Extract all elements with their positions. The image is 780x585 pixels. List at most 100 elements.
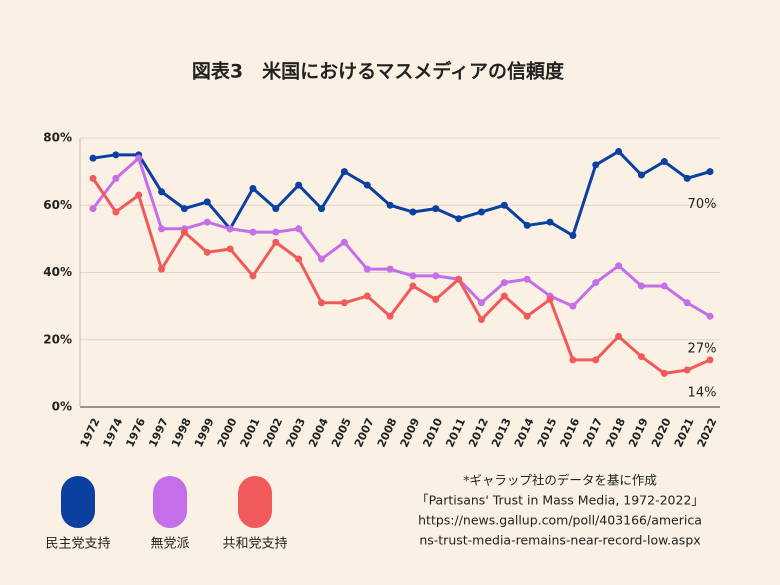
point xyxy=(158,225,166,233)
point xyxy=(683,299,691,307)
point xyxy=(615,262,623,270)
point xyxy=(706,356,714,364)
point xyxy=(477,299,485,307)
point xyxy=(89,174,97,182)
point xyxy=(500,292,508,300)
point xyxy=(500,201,508,209)
point xyxy=(615,147,623,155)
value-label: 14% xyxy=(688,385,717,400)
point xyxy=(158,265,166,273)
point xyxy=(546,218,554,226)
point xyxy=(318,255,326,263)
y-tick-label: 80% xyxy=(43,131,72,145)
point xyxy=(660,282,668,290)
point xyxy=(386,201,394,209)
value-label: 27% xyxy=(688,342,717,357)
point xyxy=(272,228,280,236)
value-label: 70% xyxy=(688,197,717,212)
point xyxy=(89,154,97,162)
point xyxy=(637,353,645,361)
note: ns-trust-media-remains-near-record-low.a… xyxy=(419,533,700,548)
point xyxy=(455,275,463,283)
point xyxy=(706,312,714,320)
y-tick-label: 20% xyxy=(43,332,72,346)
point xyxy=(523,312,531,320)
point xyxy=(660,369,668,377)
legend-label: 無党派 xyxy=(150,537,189,552)
y-tick-label: 40% xyxy=(43,265,72,279)
point xyxy=(340,299,348,307)
point xyxy=(295,181,303,189)
point xyxy=(432,272,440,280)
point xyxy=(523,221,531,229)
point xyxy=(89,205,97,213)
point xyxy=(226,225,234,233)
point xyxy=(592,161,600,169)
point xyxy=(112,208,120,216)
point xyxy=(226,245,234,253)
series-line xyxy=(91,177,711,375)
point xyxy=(432,295,440,303)
point xyxy=(272,238,280,246)
point xyxy=(683,174,691,182)
point xyxy=(318,205,326,213)
point xyxy=(295,225,303,233)
point xyxy=(135,154,143,162)
point xyxy=(683,366,691,374)
point xyxy=(706,168,714,176)
point xyxy=(432,205,440,213)
point xyxy=(135,191,143,199)
point xyxy=(660,158,668,166)
legend-swatch xyxy=(238,476,272,528)
point xyxy=(546,295,554,303)
point xyxy=(249,272,257,280)
point xyxy=(409,272,417,280)
point xyxy=(637,171,645,179)
y-tick-label: 60% xyxy=(43,198,72,212)
note: https://news.gallup.com/poll/403166/amer… xyxy=(418,513,702,528)
legend-label: 共和党支持 xyxy=(222,537,287,552)
point xyxy=(569,232,577,240)
point xyxy=(477,316,485,324)
point xyxy=(203,218,211,226)
point xyxy=(340,238,348,246)
y-tick-label: 0% xyxy=(52,400,72,414)
point xyxy=(158,188,166,196)
legend-swatch xyxy=(61,476,95,528)
note: 「Partisans' Trust in Mass Media, 1972-20… xyxy=(416,493,704,508)
point xyxy=(340,168,348,176)
point xyxy=(363,181,371,189)
point xyxy=(363,292,371,300)
point xyxy=(409,282,417,290)
point xyxy=(386,265,394,273)
note: *ギャラップ社のデータを基に作成 xyxy=(463,473,657,488)
point xyxy=(569,302,577,310)
point xyxy=(203,248,211,256)
point xyxy=(569,356,577,364)
point xyxy=(386,312,394,320)
point xyxy=(637,282,645,290)
point xyxy=(363,265,371,273)
series-line xyxy=(91,156,711,318)
point xyxy=(592,279,600,287)
point xyxy=(318,299,326,307)
point xyxy=(180,205,188,213)
chart-title: 図表3 米国におけるマスメディアの信頼度 xyxy=(192,60,565,83)
point xyxy=(112,174,120,182)
legend-swatch xyxy=(153,476,187,528)
point xyxy=(295,255,303,263)
point xyxy=(477,208,485,216)
point xyxy=(409,208,417,216)
legend-label: 民主党支持 xyxy=(45,537,110,552)
point xyxy=(180,228,188,236)
point xyxy=(203,198,211,206)
point xyxy=(455,215,463,223)
point xyxy=(500,279,508,287)
point xyxy=(523,275,531,283)
point xyxy=(249,228,257,236)
point xyxy=(249,184,257,192)
series-line xyxy=(92,149,711,238)
point xyxy=(615,332,623,340)
